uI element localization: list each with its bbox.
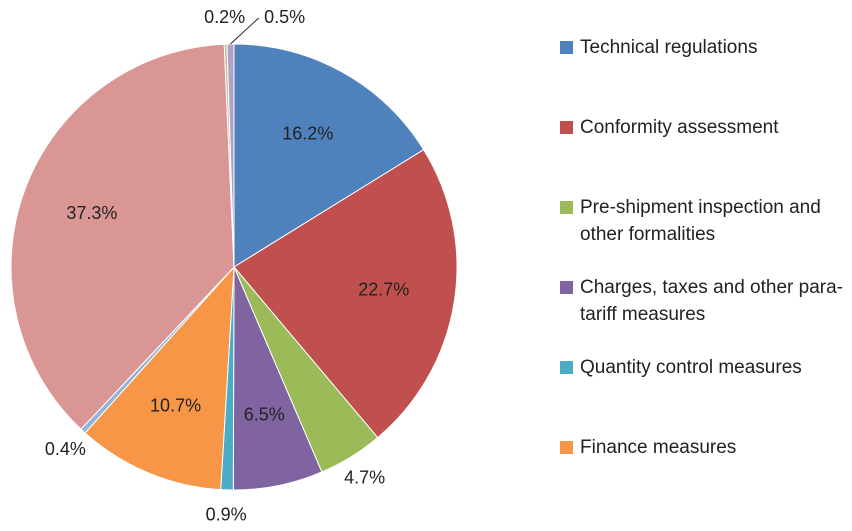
legend-swatch bbox=[560, 361, 573, 374]
data-label: 0.2% bbox=[204, 7, 245, 27]
data-label: 37.3% bbox=[66, 203, 117, 223]
data-label: 0.4% bbox=[45, 439, 86, 459]
legend-item: Finance measures bbox=[560, 434, 850, 461]
legend-swatch bbox=[560, 41, 573, 54]
legend-item: Conformity assessment bbox=[560, 114, 850, 141]
data-label: 16.2% bbox=[282, 123, 333, 143]
pie-slice bbox=[233, 43, 425, 268]
legend-label: Pre-shipment inspection and other formal… bbox=[580, 197, 821, 245]
data-label: 0.5% bbox=[264, 7, 305, 27]
pie-slice bbox=[10, 43, 235, 430]
pie-slice bbox=[84, 265, 235, 491]
legend-swatch bbox=[560, 121, 573, 134]
legend-label: Technical regulations bbox=[580, 37, 758, 58]
data-label: 22.7% bbox=[358, 280, 409, 300]
data-label: 6.5% bbox=[244, 404, 285, 424]
data-label: 4.7% bbox=[344, 468, 385, 488]
legend-item: Technical regulations bbox=[560, 34, 850, 61]
legend-item: Charges, taxes and other para-tariff mea… bbox=[560, 274, 850, 328]
pie-slice bbox=[233, 149, 458, 439]
leader-line bbox=[230, 17, 259, 45]
legend-swatch bbox=[560, 441, 573, 454]
data-label: 10.7% bbox=[150, 396, 201, 416]
legend-label: Charges, taxes and other para-tariff mea… bbox=[580, 277, 843, 325]
legend-swatch bbox=[560, 201, 573, 214]
legend-label: Conformity assessment bbox=[580, 117, 779, 138]
pie-slice bbox=[226, 43, 235, 268]
legend-item: Pre-shipment inspection and other formal… bbox=[560, 194, 850, 248]
legend-swatch bbox=[560, 281, 573, 294]
legend-item: Quantity control measures bbox=[560, 354, 850, 381]
legend-label: Quantity control measures bbox=[580, 357, 802, 378]
data-label: 0.9% bbox=[206, 505, 247, 525]
legend-label: Finance measures bbox=[580, 437, 737, 458]
